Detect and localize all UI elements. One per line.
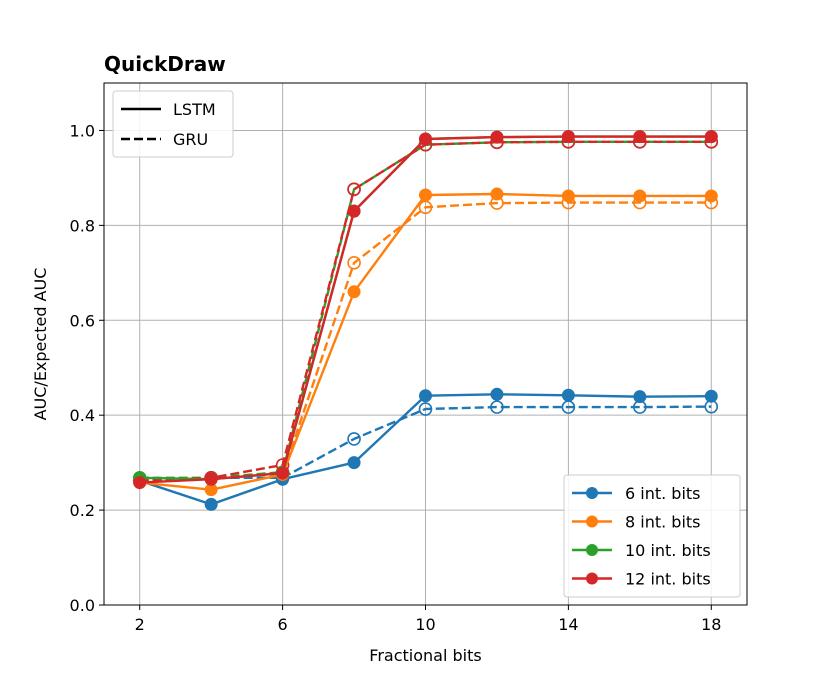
legend-gru-label: GRU (173, 130, 208, 149)
x-tick-label: 14 (558, 615, 578, 634)
data-point (561, 388, 575, 402)
x-tick-label: 18 (701, 615, 721, 634)
legend-marker (586, 515, 598, 528)
data-point (419, 188, 432, 202)
data-point (633, 390, 647, 404)
y-tick-label: 0.4 (70, 406, 95, 425)
y-tick-label: 0.0 (70, 596, 95, 615)
data-point (704, 189, 718, 203)
legend-marker (586, 487, 598, 499)
x-tick-label: 10 (415, 615, 435, 634)
data-point (204, 472, 218, 486)
data-point (419, 132, 432, 146)
color-legend: 6 int. bits 8 int. bits 10 int. bits 12 int… (563, 474, 741, 598)
data-point (418, 402, 433, 416)
legend-label: 12 int. bits (625, 570, 711, 589)
data-point (490, 187, 504, 201)
data-point (419, 389, 432, 403)
data-point (276, 466, 290, 480)
legend-label: 10 int. bits (625, 541, 711, 560)
series-layer (132, 130, 719, 511)
data-point (347, 285, 361, 299)
data-point (133, 476, 147, 490)
data-point (204, 497, 218, 511)
chart-title: QuickDraw (104, 52, 226, 76)
data-point (347, 256, 361, 270)
legend-marker (586, 572, 598, 585)
data-point (347, 432, 361, 446)
y-tick-label: 0.2 (70, 501, 95, 520)
legend-marker (586, 544, 598, 556)
data-point (347, 182, 361, 197)
y-axis-label: AUC/Expected AUC (31, 268, 50, 421)
y-tick-label: 0.6 (70, 311, 95, 330)
data-point (633, 189, 647, 203)
data-point (490, 387, 504, 401)
legend-label: 8 int. bits (625, 513, 701, 532)
legend-lstm-label: LSTM (173, 100, 216, 119)
data-point (561, 189, 575, 203)
color-legend-frame (563, 474, 741, 598)
y-tick-label: 1.0 (70, 121, 95, 140)
data-point (347, 204, 361, 218)
data-point (561, 130, 575, 144)
data-point (704, 130, 718, 144)
data-point (347, 456, 361, 470)
data-point (704, 389, 718, 403)
data-point (490, 400, 504, 414)
data-point (633, 130, 647, 144)
data-point (490, 130, 504, 144)
x-axis-label: Fractional bits (369, 646, 481, 665)
legend-label: 6 int. bits (625, 484, 701, 503)
ticks: 2 6 10 14 18 0.0 0.2 0.4 0.6 0.8 1.0 (70, 121, 722, 634)
style-legend-frame (112, 90, 234, 158)
series-lstm-12-int-bits (133, 130, 718, 490)
x-tick-label: 6 (278, 615, 288, 634)
style-legend: LSTM GRU (112, 90, 234, 158)
y-tick-label: 0.8 (70, 216, 95, 235)
x-tick-label: 2 (135, 615, 145, 634)
